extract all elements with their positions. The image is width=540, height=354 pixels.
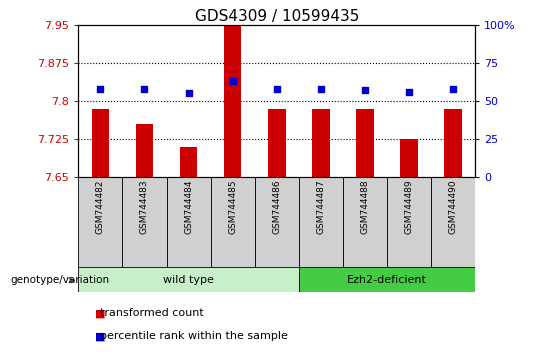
Text: wild type: wild type	[163, 275, 214, 285]
Point	[273, 86, 281, 92]
Bar	[400, 139, 418, 177]
Point	[405, 89, 414, 95]
Text: ■: ■	[94, 331, 105, 341]
Bar	[312, 108, 329, 177]
Point	[140, 86, 149, 92]
Text: transformed count: transformed count	[100, 308, 204, 318]
Text: GSM744485: GSM744485	[228, 180, 237, 234]
Bar	[343, 177, 387, 267]
Bar	[431, 177, 475, 267]
Text: GSM744487: GSM744487	[316, 180, 325, 234]
Bar	[299, 177, 343, 267]
Bar	[180, 147, 198, 177]
Point	[361, 87, 369, 93]
Bar	[299, 267, 475, 292]
Bar	[356, 108, 374, 177]
Point	[184, 90, 193, 96]
Bar	[211, 177, 255, 267]
Text: percentile rank within the sample: percentile rank within the sample	[100, 331, 288, 341]
Bar	[136, 124, 153, 177]
Point	[316, 86, 325, 92]
Text: genotype/variation: genotype/variation	[11, 275, 110, 285]
Bar	[92, 108, 109, 177]
Bar	[255, 177, 299, 267]
Text: GSM744490: GSM744490	[449, 180, 458, 234]
Bar	[166, 177, 211, 267]
Text: GSM744488: GSM744488	[360, 180, 369, 234]
Text: GSM744482: GSM744482	[96, 180, 105, 234]
Bar	[123, 177, 166, 267]
Bar	[78, 267, 299, 292]
Text: GSM744484: GSM744484	[184, 180, 193, 234]
Bar	[268, 108, 286, 177]
Bar	[387, 177, 431, 267]
Bar	[78, 177, 123, 267]
Text: Ezh2-deficient: Ezh2-deficient	[347, 275, 427, 285]
Bar	[444, 108, 462, 177]
Point	[96, 86, 105, 92]
Text: ■: ■	[94, 308, 105, 318]
Bar	[224, 25, 241, 177]
Text: GSM744489: GSM744489	[404, 180, 414, 234]
Point	[449, 86, 457, 92]
Title: GDS4309 / 10599435: GDS4309 / 10599435	[194, 8, 359, 24]
Point	[228, 78, 237, 84]
Text: GSM744483: GSM744483	[140, 180, 149, 234]
Text: GSM744486: GSM744486	[272, 180, 281, 234]
